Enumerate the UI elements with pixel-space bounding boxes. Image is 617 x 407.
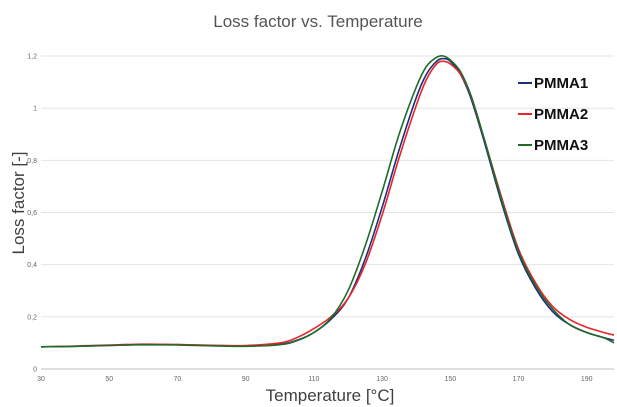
x-axis-label: Temperature [°C] <box>266 386 395 405</box>
y-tick-label: 0 <box>33 367 37 374</box>
series-group <box>40 54 615 348</box>
x-tick-label: 110 <box>308 376 319 383</box>
y-tick-label: 0,6 <box>27 210 37 217</box>
series-line-pmma1 <box>40 57 615 348</box>
x-axis-ticks: 30 50 70 90 110 130 150 170 190 <box>37 376 593 383</box>
y-tick-label: 0,4 <box>27 262 37 269</box>
x-tick-label: 90 <box>242 376 250 383</box>
y-axis-label: Loss factor [-] <box>9 152 28 255</box>
legend-label: PMMA3 <box>534 137 588 154</box>
series-line-pmma2 <box>40 60 615 348</box>
y-tick-label: 0,2 <box>27 314 37 321</box>
legend-label: PMMA2 <box>534 106 588 123</box>
series-line-pmma3 <box>40 54 615 348</box>
y-tick-label: 0,8 <box>27 158 37 165</box>
x-tick-label: 130 <box>376 376 388 383</box>
x-tick-label: 190 <box>581 376 593 383</box>
legend: PMMA1 PMMA2 PMMA3 <box>518 75 588 154</box>
x-tick-label: 150 <box>444 376 456 383</box>
x-tick-label: 170 <box>513 376 525 383</box>
x-tick-label: 50 <box>105 376 113 383</box>
chart-title: Loss factor vs. Temperature <box>213 12 422 31</box>
y-tick-label: 1 <box>33 106 37 113</box>
y-axis-ticks: 0 0,2 0,4 0,6 0,8 1 1,2 <box>27 54 37 374</box>
x-tick-label: 70 <box>174 376 182 383</box>
y-tick-label: 1,2 <box>27 54 37 61</box>
legend-label: PMMA1 <box>534 75 588 92</box>
x-tick-label: 30 <box>37 376 45 383</box>
grid <box>41 55 614 318</box>
